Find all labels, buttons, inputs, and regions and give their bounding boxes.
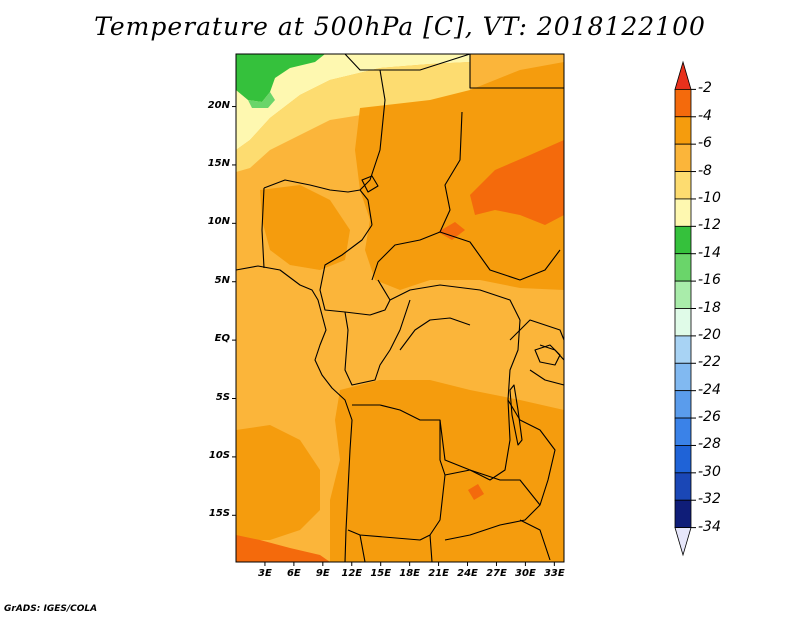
field-band-light-yellow <box>236 54 470 150</box>
border-nigeria <box>261 179 361 269</box>
colorbar-segment <box>674 116 692 145</box>
colorbar-label: -32 <box>698 491 721 508</box>
border-libya-chad <box>380 53 471 71</box>
colorbar-segment <box>674 280 692 309</box>
border-drc-east <box>439 319 521 481</box>
colorbar-label: -26 <box>698 409 721 426</box>
colorbar-label: -16 <box>698 272 721 289</box>
credit-text: GrADS: IGES/COLA <box>4 604 98 614</box>
field-green-nw <box>236 54 325 102</box>
border-namibia <box>359 534 433 563</box>
colorbar-segment <box>674 472 692 501</box>
colorbar-segment <box>674 390 692 419</box>
colorbar-label: -18 <box>698 299 721 316</box>
field-warmest-sw <box>236 535 330 562</box>
border-angola <box>347 404 446 541</box>
colorbar-segment <box>674 198 692 227</box>
colorbar-segment <box>674 253 692 282</box>
field-green-pale <box>248 92 275 108</box>
border-sudan-south <box>439 231 561 281</box>
colorbar-segment <box>674 335 692 364</box>
lon-tick-label: 6E <box>286 568 301 579</box>
lon-tick-label: 27E <box>486 568 507 579</box>
colorbar-segment <box>674 88 692 118</box>
lat-tick-label: 10S <box>208 449 230 461</box>
colorbar-top-triangle <box>674 60 692 90</box>
lon-tick-label: 3E <box>258 568 272 579</box>
colorbar-label: -28 <box>698 436 721 453</box>
lat-tick-label: 10N <box>207 216 230 228</box>
colorbar-label: -14 <box>698 244 721 261</box>
colorbar-label: -10 <box>698 189 721 206</box>
lat-tick-label: 15N <box>207 157 230 169</box>
field-warm-north <box>355 62 564 290</box>
map-title: Temperature at 500hPa [C], VT: 201812210… <box>94 12 706 41</box>
colorbar-segment <box>674 445 692 474</box>
field-warmest-spot <box>438 222 465 240</box>
colorbar-label: -12 <box>698 217 721 234</box>
lon-tick-label: 33E <box>543 568 565 579</box>
colorbar-segment <box>674 308 692 337</box>
country-borders <box>235 53 565 563</box>
colorbar-label: -8 <box>698 162 712 179</box>
colorbar-label: -22 <box>698 354 721 371</box>
border-egypt-sudan <box>469 54 564 89</box>
lake-victoria <box>534 344 561 366</box>
lon-tick-label: 15E <box>370 568 392 579</box>
colorbar-label: -20 <box>698 326 721 343</box>
lon-tick-label: 21E <box>428 568 449 579</box>
border-niger-chad <box>344 53 386 226</box>
lon-tick-label: 12E <box>341 568 363 579</box>
field-warm-west <box>260 185 350 270</box>
colorbar-segment <box>674 362 692 392</box>
border-congo <box>344 299 411 386</box>
lat-tick-label: 20N <box>207 99 230 111</box>
lake-chad <box>361 175 379 193</box>
colorbar-label: -6 <box>698 135 712 152</box>
border-cameroon <box>319 224 391 316</box>
colorbar-label: -34 <box>698 518 721 535</box>
border-car <box>389 284 521 321</box>
lon-tick-label: 9E <box>315 568 330 579</box>
lon-tick-label: 24E <box>457 568 478 579</box>
coastline-west <box>235 265 353 563</box>
field-warm-south <box>330 380 564 562</box>
lat-tick-label: EQ <box>214 333 230 345</box>
colorbar-segment <box>674 417 692 446</box>
lat-tick-label: 5N <box>214 274 230 286</box>
colorbar-bottom-triangle <box>674 527 692 557</box>
colorbar-segment <box>674 225 692 255</box>
colorbar-segment <box>674 499 692 529</box>
colorbar <box>674 60 696 557</box>
map-ticks <box>232 106 555 566</box>
field-warmest-ne <box>470 140 564 225</box>
lat-tick-label: 15S <box>208 508 230 520</box>
border-mozambique <box>519 519 551 561</box>
lake-tanganyika <box>509 384 523 446</box>
field-band-yellow <box>236 62 470 172</box>
lat-tick-label: 5S <box>215 391 230 403</box>
field-warmest-se <box>468 484 484 500</box>
field-warm-sw <box>236 425 320 540</box>
colorbar-label: -24 <box>698 381 721 398</box>
lon-tick-label: 18E <box>399 568 421 579</box>
colorbar-segment <box>674 171 692 200</box>
temperature-field <box>236 54 564 562</box>
colorbar-label: -2 <box>698 80 712 97</box>
river-congo <box>399 317 471 351</box>
lon-tick-label: 30E <box>515 568 536 579</box>
colorbar-segment <box>674 143 692 172</box>
colorbar-label: -4 <box>698 107 712 124</box>
map-frame <box>235 53 565 563</box>
colorbar-label: -30 <box>698 463 721 480</box>
